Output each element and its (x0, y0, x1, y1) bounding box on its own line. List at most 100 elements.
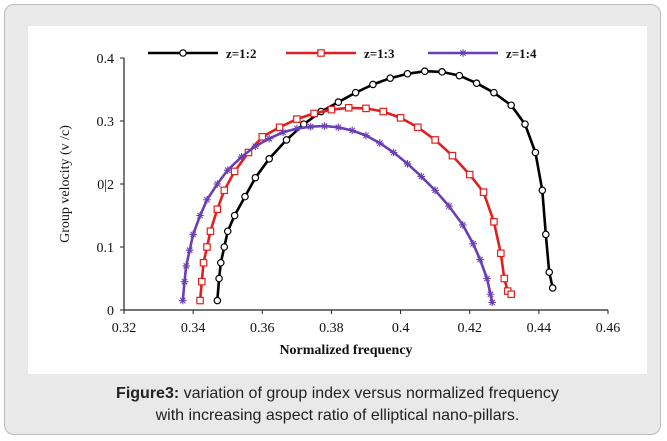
data-point (220, 186, 229, 195)
data-point (389, 148, 398, 157)
data-point (417, 172, 426, 181)
series-3 (178, 122, 496, 307)
data-point (203, 243, 211, 251)
data-point (215, 274, 223, 283)
data-point (213, 205, 222, 214)
x-tick-label: 0.36 (250, 321, 275, 336)
data-point (507, 101, 516, 110)
x-tick-label: 0.44 (527, 321, 552, 336)
data-point (348, 126, 356, 135)
data-point (282, 136, 291, 144)
data-point (334, 123, 343, 132)
data-point (445, 202, 453, 210)
data-point (196, 296, 204, 305)
data-point (376, 139, 384, 147)
data-point (420, 67, 429, 76)
x-tick-label: 0.38 (319, 321, 344, 336)
data-point (220, 243, 229, 251)
y-tick-label: 0.1 (97, 241, 115, 256)
data-point (490, 88, 498, 97)
legend-marker (317, 49, 325, 57)
data-point (293, 115, 301, 123)
data-point (362, 104, 370, 113)
data-point (414, 123, 422, 132)
figure-caption: Figure3: variation of group index versus… (9, 383, 666, 427)
caption-text-line2: with increasing aspect ratio of elliptic… (155, 407, 520, 424)
data-point (197, 277, 206, 286)
data-point (230, 167, 239, 176)
data-point (448, 151, 457, 160)
data-point (490, 218, 498, 226)
data-point (472, 79, 481, 88)
series-1 (213, 67, 557, 305)
data-point (203, 195, 211, 204)
data-point (369, 80, 377, 89)
data-point (258, 132, 267, 141)
y-axis-label: Group velocity (v /c) (58, 125, 73, 243)
legend-marker (459, 49, 467, 57)
data-point (455, 71, 464, 80)
data-point (223, 166, 232, 174)
figure-frame: 0.32 0.34 0.36 0.38 0.4 0.42 0.44 0.46 0 0.1 0|2 0.… (4, 4, 661, 435)
data-point (438, 68, 446, 76)
data-point (479, 188, 488, 196)
data-point (379, 107, 388, 116)
data-point (327, 105, 336, 114)
data-point (213, 296, 222, 305)
legend-label: z=1:2 (226, 46, 257, 61)
y-tick-label: 0.4 (97, 52, 115, 67)
data-point (178, 296, 187, 305)
data-point (230, 211, 239, 220)
data-point (334, 98, 343, 106)
data-point (196, 211, 204, 220)
data-point (483, 274, 491, 283)
data-point (213, 180, 222, 188)
data-point (206, 227, 215, 236)
data-point (251, 173, 260, 182)
data-point (548, 284, 557, 292)
tick-labels: 0.32 0.34 0.36 0.38 0.4 0.42 0.44 0.46 0 0.1 0|2 0.… (97, 52, 621, 336)
plot-panel: 0.32 0.34 0.36 0.38 0.4 0.42 0.44 0.46 0 0.1 0|2 0.… (28, 26, 647, 374)
data-point (500, 274, 509, 283)
legend-label: z=1:4 (506, 46, 537, 61)
data-point (320, 122, 329, 130)
data-point (362, 131, 370, 140)
x-axis-label: Normalized frequency (279, 343, 412, 358)
data-point (306, 122, 315, 131)
data-point (459, 221, 467, 229)
data-point (469, 240, 477, 248)
x-tick-label: 0.34 (181, 321, 206, 336)
data-point (507, 290, 516, 299)
caption-label: Figure3: (116, 385, 180, 402)
y-tick-label: 0 (107, 304, 114, 319)
data-point (531, 148, 540, 157)
data-point (199, 258, 208, 267)
legend-entry-1: z=1:2 (148, 46, 257, 61)
data-point (403, 160, 412, 168)
x-tick-label: 0.4 (392, 321, 410, 336)
data-point (189, 230, 197, 239)
legend-entry-3: z=1:4 (428, 46, 537, 61)
data-point (180, 277, 189, 286)
data-point (488, 298, 496, 307)
data-point (310, 109, 318, 118)
x-tick-label: 0.42 (457, 321, 482, 336)
data-point (541, 230, 550, 239)
data-point (431, 136, 439, 144)
data-point (351, 88, 360, 97)
data-point (486, 290, 495, 299)
data-point (396, 114, 405, 122)
data-point (431, 186, 439, 195)
y-tick-label: 0|2 (97, 178, 114, 193)
data-point (279, 128, 287, 137)
data-point (251, 142, 260, 150)
data-point (241, 192, 249, 201)
data-point (545, 268, 554, 277)
data-point (275, 123, 284, 132)
data-point (403, 69, 412, 78)
data-point (185, 246, 194, 254)
data-point (344, 103, 353, 112)
axes (123, 58, 608, 311)
data-point (521, 120, 529, 128)
group-velocity-chart: 0.32 0.34 0.36 0.38 0.4 0.42 0.44 0.46 0 0.1 0|2 0.… (58, 46, 621, 358)
